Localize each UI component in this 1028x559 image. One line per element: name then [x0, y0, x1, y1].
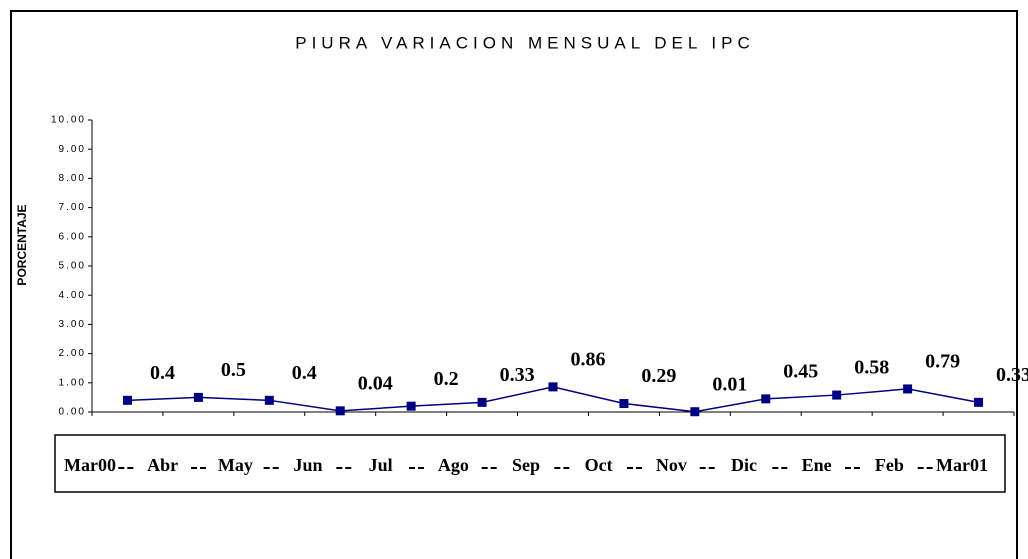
x-tick-label: Sep: [512, 455, 540, 475]
data-label: 0.86: [571, 348, 606, 370]
data-label: 0.58: [854, 357, 889, 379]
y-tick-label: 1.00: [59, 377, 86, 388]
marker: [122, 395, 132, 405]
y-tick-label: 7.00: [59, 202, 86, 213]
data-label: 0.45: [783, 360, 818, 382]
marker: [903, 384, 913, 394]
x-tick-label: Jul: [369, 455, 393, 475]
y-tick-label: 3.00: [59, 319, 86, 330]
x-tick-label: Feb: [875, 455, 904, 475]
x-tick-label: Jun: [293, 455, 322, 475]
frame: [10, 10, 1018, 559]
y-tick-label: 5.00: [59, 261, 86, 272]
x-tick-label: Oct: [585, 455, 613, 475]
marker: [406, 401, 416, 411]
y-tick-label: 6.00: [59, 231, 86, 242]
x-tick-label: Mar01: [936, 455, 988, 475]
y-tick-label: 10.00: [51, 115, 86, 126]
marker: [619, 399, 629, 409]
data-label: 0.33: [500, 364, 535, 386]
marker: [264, 395, 274, 405]
category-box: [54, 434, 1006, 493]
x-tick-label: Ago: [438, 455, 469, 475]
marker: [832, 390, 842, 400]
data-label: 0.4: [292, 362, 317, 384]
data-label: 0.01: [712, 373, 747, 395]
x-tick-label: Ene: [802, 455, 832, 475]
x-tick-label: Dic: [731, 455, 757, 475]
data-label: 0.5: [221, 359, 246, 381]
data-label: 0.2: [434, 368, 459, 390]
marker: [477, 397, 487, 407]
data-label: 0.79: [925, 351, 960, 373]
marker: [974, 397, 984, 407]
y-tick-label: 4.00: [59, 290, 86, 301]
data-label: 0.04: [358, 372, 393, 394]
data-label: 0.33: [996, 364, 1028, 386]
y-tick-label: 2.00: [59, 348, 86, 359]
marker: [690, 407, 700, 417]
y-tick-label: 9.00: [59, 144, 86, 155]
x-tick-label: Abr: [147, 455, 178, 475]
marker: [761, 394, 771, 404]
y-axis-label: PORCENTAJE: [15, 204, 29, 285]
data-label: 0.4: [150, 362, 175, 384]
marker: [548, 382, 558, 392]
x-tick-label: Mar00: [64, 455, 116, 475]
y-tick-label: 8.00: [59, 173, 86, 184]
x-tick-label: Nov: [656, 455, 687, 475]
data-label: 0.29: [641, 365, 676, 387]
marker: [335, 406, 345, 416]
marker: [193, 392, 203, 402]
chart-title: PIURA VARIACION MENSUAL DEL IPC: [295, 33, 755, 52]
y-tick-label: 0.00: [59, 407, 86, 418]
x-tick-label: May: [218, 455, 253, 475]
